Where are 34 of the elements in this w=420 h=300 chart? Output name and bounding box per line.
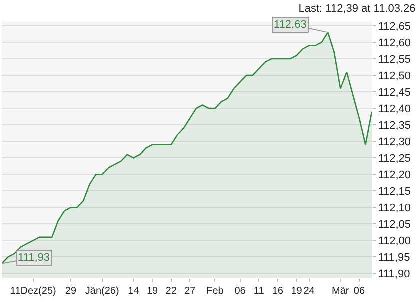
y-tick-label: 112,55: [378, 54, 412, 66]
x-tick-label: 19: [146, 286, 159, 297]
y-tick-label: 112,30: [378, 136, 412, 148]
x-tick-label: 11Dez(25): [10, 286, 56, 297]
x-tick-label: 24: [304, 286, 316, 297]
x-tick-label: 11: [254, 286, 265, 297]
y-tick-label: 112,65: [378, 20, 412, 33]
x-tick-label: 27: [184, 286, 196, 297]
y-tick-label: 111,95: [378, 252, 410, 264]
y-tick-label: 112,05: [378, 219, 412, 232]
x-tick-label: Jän(26): [85, 286, 120, 297]
y-tick-label: 112,25: [378, 152, 412, 165]
x-tick-label: Mär: [332, 286, 350, 297]
y-tick-label: 112,35: [378, 120, 412, 132]
y-tick-label: 112,60: [378, 37, 412, 50]
x-tick-label: 22: [166, 286, 178, 297]
chart-title: Last: 112,39 at 11.03.26: [298, 3, 416, 16]
y-tick-label: 112,00: [378, 236, 412, 248]
annotation: 111,93: [18, 252, 50, 264]
x-tick-label: 29: [65, 286, 77, 297]
y-tick-label: 112,15: [378, 186, 412, 198]
y-tick-label: 112,40: [378, 103, 412, 116]
y-tick-label: 112,10: [378, 202, 412, 214]
x-tick-label: 06: [234, 286, 246, 297]
annotation: 112,63: [274, 19, 307, 31]
y-tick-label: 112,50: [378, 70, 412, 82]
x-tick-label: Feb: [206, 286, 224, 297]
x-tick-label: 16: [272, 286, 284, 297]
x-tick-label: 14: [128, 286, 140, 297]
y-tick-label: 111,90: [378, 268, 410, 281]
y-tick-label: 112,45: [378, 86, 412, 99]
x-tick-label: 19: [291, 286, 303, 297]
x-tick-label: 06: [354, 286, 366, 297]
y-tick-label: 112,20: [378, 169, 412, 182]
